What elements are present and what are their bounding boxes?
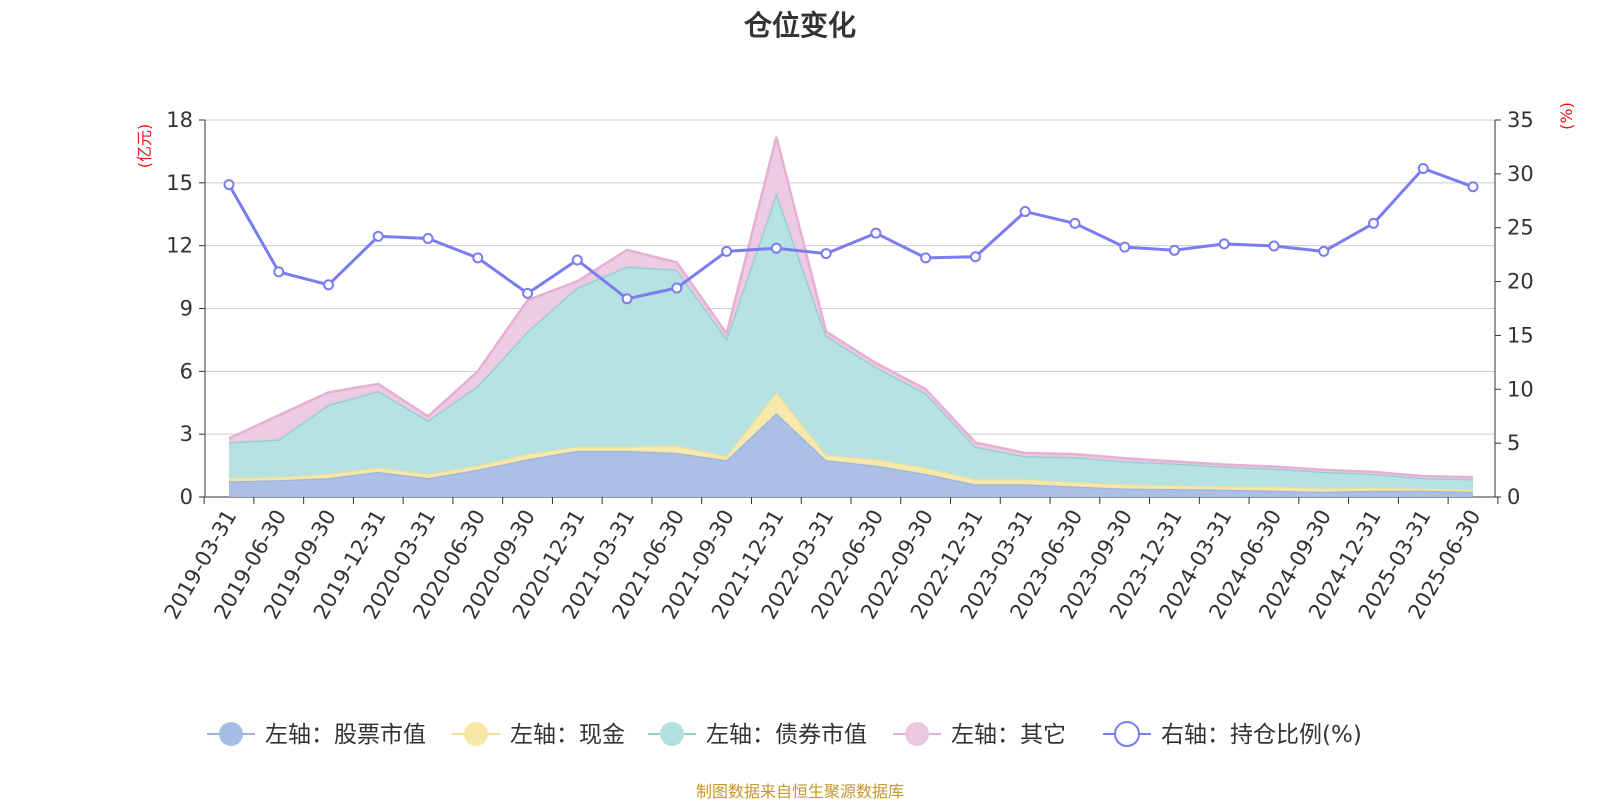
ratio-point xyxy=(721,245,733,257)
ratio-point xyxy=(770,242,782,254)
stock-area xyxy=(229,413,1473,497)
right-axis-tick-label: 35 xyxy=(1507,108,1534,132)
ratio-point xyxy=(522,287,534,299)
ratio-point xyxy=(323,279,335,291)
legend-label: 右轴：持仓比例(%) xyxy=(1161,722,1362,748)
legend-item: 左轴：现金 xyxy=(452,722,625,748)
legend: 左轴：股票市值 左轴：现金 左轴：债券市值 左轴：其它 右轴：持仓比例(%) xyxy=(207,721,1362,748)
legend-item: 右轴：持仓比例(%) xyxy=(1103,721,1362,748)
left-axis-tick-label: 15 xyxy=(166,171,193,195)
left-axis-tick-label: 6 xyxy=(180,359,193,383)
legend-marker-swatch xyxy=(905,722,929,746)
ratio-point xyxy=(820,248,832,260)
chart-title: 仓位变化 xyxy=(743,10,856,41)
right-axis-tick-label: 25 xyxy=(1507,216,1534,240)
right-axis-tick-label: 5 xyxy=(1507,431,1520,455)
ratio-point xyxy=(1417,162,1429,174)
right-axis-tick-label: 30 xyxy=(1507,162,1534,186)
right-axis-tick-label: 20 xyxy=(1507,270,1534,294)
ratio-line xyxy=(227,166,1474,301)
right-axis-tick-label: 10 xyxy=(1507,377,1534,401)
ratio-point xyxy=(1168,244,1180,256)
legend-item: 左轴：其它 xyxy=(893,722,1066,748)
ratio-point xyxy=(671,282,683,294)
legend-marker-swatch xyxy=(660,722,684,746)
legend-marker-swatch xyxy=(1114,721,1140,747)
ratio-point xyxy=(422,232,434,244)
ratio-point xyxy=(372,230,384,242)
left-axis-unit: (亿元) xyxy=(135,124,154,169)
left-axis-tick-label: 3 xyxy=(180,422,193,446)
other-area-edge xyxy=(228,136,1474,479)
left-axis-tick-label: 18 xyxy=(166,108,193,132)
ratio-point xyxy=(223,179,235,191)
legend-label: 左轴：其它 xyxy=(951,722,1066,748)
ratio-point xyxy=(870,227,882,239)
left-axis-tick-label: 9 xyxy=(180,297,193,321)
bond-area xyxy=(229,193,1473,490)
legend-label: 左轴：股票市值 xyxy=(265,722,426,748)
data-source-note: 制图数据来自恒生聚源数据库 xyxy=(695,784,904,801)
legend-marker-swatch xyxy=(219,722,243,746)
ratio-point xyxy=(1218,238,1230,250)
right-axis-tick-label: 0 xyxy=(1507,485,1520,509)
ratio-point xyxy=(571,254,583,266)
ratio-point xyxy=(1367,217,1379,229)
ratio-point xyxy=(1019,206,1031,218)
ratio-point xyxy=(1318,245,1330,257)
left-axis-tick-label: 12 xyxy=(166,234,193,258)
legend-label: 左轴：现金 xyxy=(510,722,625,748)
ratio-point xyxy=(969,251,981,263)
legend-marker-swatch xyxy=(464,722,488,746)
ratio-point xyxy=(273,266,285,278)
ratio-point xyxy=(920,252,932,264)
ratio-point xyxy=(1467,181,1479,193)
right-axis-tick-label: 15 xyxy=(1507,323,1534,347)
legend-label: 左轴：债券市值 xyxy=(706,722,867,748)
legend-item: 左轴：债券市值 xyxy=(648,722,867,748)
ratio-point xyxy=(621,293,633,305)
left-axis-tick-label: 0 xyxy=(180,485,193,509)
ratio-point xyxy=(472,252,484,264)
ratio-point xyxy=(1268,240,1280,252)
right-axis-unit: (%) xyxy=(1557,102,1576,130)
ratio-point xyxy=(1119,241,1131,253)
ratio-point xyxy=(1069,217,1081,229)
legend-item: 左轴：股票市值 xyxy=(207,722,426,748)
